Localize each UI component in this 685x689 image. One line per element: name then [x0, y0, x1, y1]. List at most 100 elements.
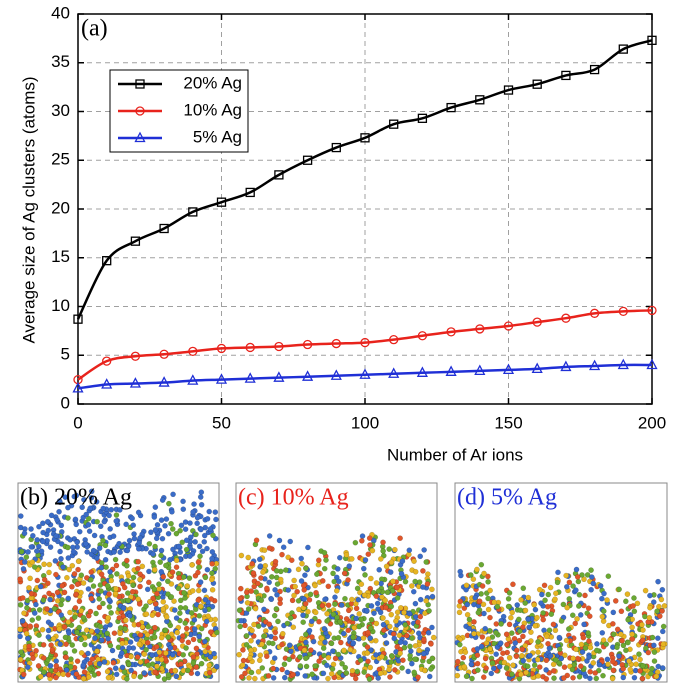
atom — [573, 587, 579, 594]
atom — [659, 608, 665, 614]
atom — [659, 586, 666, 593]
atom — [420, 584, 426, 590]
atom — [130, 582, 136, 589]
atom — [151, 566, 158, 573]
atom — [139, 563, 146, 570]
atom — [113, 512, 120, 518]
atom — [500, 650, 506, 657]
atom — [522, 607, 529, 614]
atom — [637, 656, 643, 663]
atom — [179, 539, 186, 546]
atom — [66, 630, 72, 636]
atom — [152, 543, 158, 550]
atom — [152, 624, 158, 631]
y-tick-label: 40 — [51, 3, 70, 22]
atom — [50, 635, 57, 642]
atom — [348, 596, 355, 603]
atom — [53, 533, 60, 539]
atom — [97, 523, 104, 530]
atom — [188, 610, 195, 616]
atom — [141, 651, 148, 658]
atom — [482, 625, 489, 632]
atom — [30, 655, 36, 662]
atom — [213, 663, 220, 670]
atom — [380, 615, 386, 621]
atom — [429, 593, 436, 600]
marker — [445, 365, 457, 376]
atom — [391, 635, 398, 642]
atom-panel: (d) 5% Ag — [454, 482, 668, 683]
atom — [124, 590, 131, 596]
atom — [145, 579, 152, 586]
atom — [343, 615, 350, 622]
atom — [113, 671, 120, 678]
atom — [566, 579, 573, 586]
atom — [175, 585, 182, 592]
atom — [520, 633, 526, 640]
atom — [525, 594, 532, 601]
atom — [316, 658, 322, 664]
atom — [183, 537, 190, 544]
atom — [96, 660, 103, 667]
atom — [368, 603, 375, 609]
atom — [291, 577, 297, 584]
atom — [397, 604, 404, 611]
atom — [268, 596, 275, 603]
atom — [373, 580, 380, 586]
atom — [394, 584, 400, 591]
atom — [56, 508, 62, 515]
atom — [493, 621, 500, 627]
atom — [575, 578, 582, 585]
atom-panel: (c) 10% Ag — [235, 482, 438, 683]
atom — [17, 656, 24, 663]
atom — [463, 582, 470, 589]
marker — [302, 155, 313, 165]
atom — [604, 656, 611, 663]
atom — [243, 641, 250, 648]
atom — [466, 625, 473, 632]
marker — [302, 339, 313, 350]
atom — [416, 647, 422, 654]
y-tick-label: 25 — [51, 150, 70, 169]
atom — [268, 573, 275, 580]
atom — [558, 618, 565, 624]
atom — [541, 582, 548, 589]
atom — [107, 621, 113, 628]
atom — [660, 623, 667, 630]
atom — [100, 600, 106, 607]
atom — [380, 621, 387, 628]
atom — [661, 603, 668, 609]
atom — [460, 654, 467, 661]
atom — [190, 654, 197, 660]
y-axis-label: Average size of Ag clusters (atoms) — [19, 76, 38, 343]
atom — [258, 575, 264, 581]
atom — [313, 589, 319, 596]
marker — [215, 373, 228, 384]
atom — [600, 637, 607, 643]
atom — [40, 529, 46, 536]
atom — [362, 572, 368, 578]
atom — [45, 580, 51, 587]
atom — [152, 527, 159, 533]
atom — [173, 564, 180, 571]
atom — [332, 601, 338, 608]
atom — [180, 574, 187, 580]
atom — [302, 655, 309, 662]
atom — [148, 529, 154, 536]
atom — [329, 666, 336, 672]
atom — [367, 575, 374, 582]
atom — [276, 537, 283, 544]
atom — [487, 614, 493, 621]
atom — [80, 614, 87, 621]
atom — [242, 622, 248, 629]
atom — [371, 610, 377, 617]
panel-label: (d) 5% Ag — [457, 485, 557, 511]
atom — [158, 552, 164, 559]
atom — [429, 655, 436, 662]
atom — [72, 516, 79, 523]
marker — [446, 327, 456, 337]
atom — [266, 579, 272, 586]
atom — [660, 641, 667, 648]
atom — [485, 595, 491, 602]
atom — [46, 561, 53, 568]
